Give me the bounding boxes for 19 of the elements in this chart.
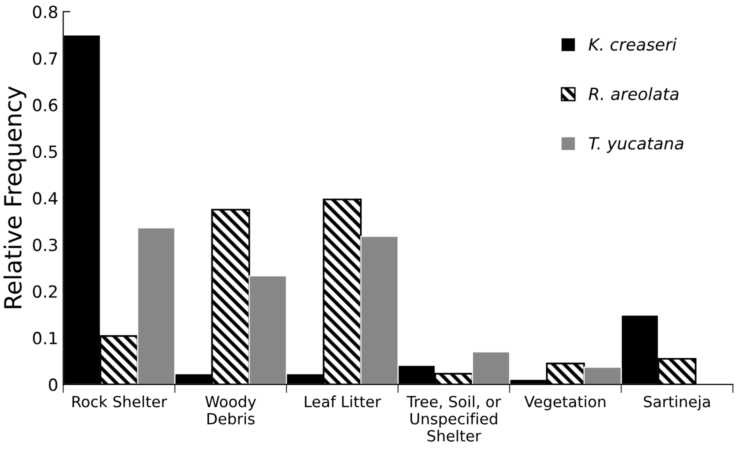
y-tick-label: 0.8: [32, 6, 58, 18]
y-tick-label: 0.6: [32, 98, 58, 112]
y-axis-title: Relative Frequency: [3, 86, 26, 308]
y-tick-label: 0.4: [32, 192, 58, 205]
x-tick-label: Sartineja: [644, 396, 710, 410]
x-tick-label: Woody Debris: [205, 396, 256, 424]
y-tick-label: 0.2: [32, 285, 57, 298]
y-tick-label: 0.7: [32, 52, 57, 65]
y-tick-label: 0: [48, 378, 58, 392]
x-tick-label: Rock Shelter: [72, 396, 168, 408]
legend-label: K. creaseri: [588, 38, 677, 51]
x-tick-label: Tree, Soil, or Unspecified Shelter: [406, 396, 502, 442]
y-tick-label: 0.1: [32, 332, 57, 344]
legend-label: T. yucatana: [588, 137, 684, 153]
y-tick-label: 0.5: [32, 145, 57, 158]
legend-label: R. areolata: [588, 87, 678, 100]
x-tick-label: Vegetation: [524, 396, 606, 410]
y-tick-label: 0.3: [32, 238, 58, 252]
x-tick-label: Leaf Litter: [304, 396, 382, 408]
